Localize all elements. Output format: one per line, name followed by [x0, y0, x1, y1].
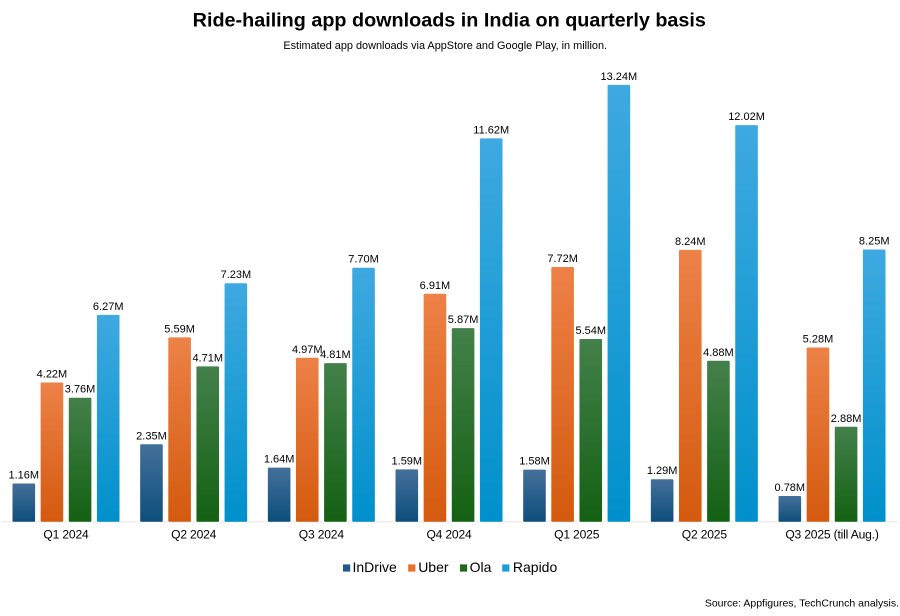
svg-text:InDrive: InDrive [353, 559, 398, 575]
svg-text:Q2 2024: Q2 2024 [171, 527, 217, 541]
svg-text:1.29M: 1.29M [647, 465, 678, 477]
svg-text:4.71M: 4.71M [192, 352, 223, 364]
svg-text:Q1 2024: Q1 2024 [43, 527, 89, 541]
svg-text:3.76M: 3.76M [65, 384, 96, 396]
svg-text:Q4 2024: Q4 2024 [426, 527, 472, 541]
svg-text:5.87M: 5.87M [448, 314, 479, 326]
svg-text:Q1 2025: Q1 2025 [554, 527, 600, 541]
svg-text:6.91M: 6.91M [420, 280, 451, 292]
svg-text:5.59M: 5.59M [164, 323, 195, 335]
svg-text:8.24M: 8.24M [675, 236, 706, 248]
svg-text:4.88M: 4.88M [703, 347, 734, 359]
svg-text:2.88M: 2.88M [831, 413, 862, 425]
svg-text:Q2 2025: Q2 2025 [682, 527, 728, 541]
svg-text:Estimated app downloads via Ap: Estimated app downloads via AppStore and… [283, 40, 607, 52]
svg-text:Q3 2024: Q3 2024 [299, 527, 345, 541]
svg-text:4.22M: 4.22M [37, 369, 68, 381]
svg-text:1.59M: 1.59M [392, 455, 423, 467]
svg-text:4.97M: 4.97M [292, 344, 323, 356]
svg-text:13.24M: 13.24M [601, 71, 638, 83]
svg-text:0.78M: 0.78M [775, 482, 806, 494]
svg-text:12.02M: 12.02M [728, 111, 765, 123]
svg-text:6.27M: 6.27M [93, 301, 124, 313]
svg-text:8.25M: 8.25M [859, 236, 890, 248]
svg-text:1.64M: 1.64M [264, 454, 295, 466]
svg-text:7.23M: 7.23M [221, 269, 252, 281]
svg-text:11.62M: 11.62M [473, 124, 509, 136]
svg-text:Q3 2025 (till Aug.): Q3 2025 (till Aug.) [785, 527, 879, 541]
svg-text:5.28M: 5.28M [803, 334, 834, 346]
svg-text:1.58M: 1.58M [519, 456, 550, 468]
svg-text:Ride-hailing app downloads in: Ride-hailing app downloads in India on q… [193, 9, 706, 31]
svg-text:Source: Appfigures, TechCrunch: Source: Appfigures, TechCrunch analysis. [705, 598, 899, 610]
svg-text:1.16M: 1.16M [9, 470, 40, 482]
svg-text:4.81M: 4.81M [320, 349, 351, 361]
svg-text:Ola: Ola [470, 559, 492, 575]
svg-text:7.70M: 7.70M [348, 254, 379, 266]
svg-text:2.35M: 2.35M [136, 430, 167, 442]
svg-text:7.72M: 7.72M [547, 253, 578, 265]
svg-text:5.54M: 5.54M [575, 325, 606, 337]
svg-text:Rapido: Rapido [513, 559, 558, 575]
svg-text:Uber: Uber [418, 559, 449, 575]
